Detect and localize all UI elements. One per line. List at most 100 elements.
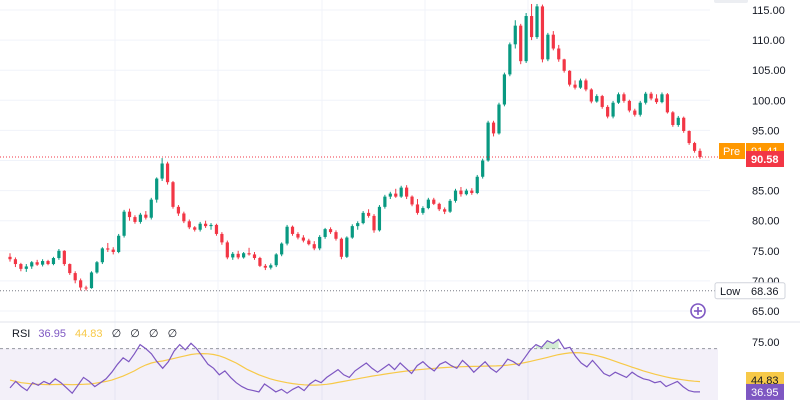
candle-body [611,102,615,117]
candle-body [606,106,610,117]
candle [73,271,77,284]
candle [252,252,257,260]
rsi-series [9,338,701,395]
candle [149,197,153,220]
candle [497,102,501,135]
candle [274,253,278,268]
candle-body [187,221,191,228]
candle-body [578,80,583,88]
candle [421,206,425,215]
rsi-legend[interactable]: RSI 36.95 44.83 ∅ ∅ ∅ ∅ [12,327,183,340]
candle-body [421,208,425,213]
candle-body [399,187,403,197]
candle-body [616,94,621,103]
candle [578,78,583,89]
candle-body [595,96,599,102]
candle [258,256,262,268]
candle-body [285,226,289,244]
candle [399,185,403,198]
candle [187,219,191,230]
candle-body [165,163,170,183]
candle-body [481,160,485,177]
candle-body [633,110,637,115]
candle [665,93,670,114]
candle-body [475,176,479,194]
candle-body [176,206,181,214]
candle-body [231,253,235,258]
candle-body [394,193,398,197]
low-price-label: 68.36 [751,286,779,298]
candle-body [508,44,512,75]
candle [89,271,94,289]
rsi-param-3: ∅ [148,328,159,340]
candle-body [437,203,441,210]
candle-body [388,193,392,197]
candle [84,285,88,291]
candle [383,194,387,209]
candle-body [676,117,680,125]
candle-body [209,224,213,227]
candle-body [100,248,104,263]
candle-body [280,243,284,255]
candle [13,257,18,268]
candle-body [296,233,300,238]
candle [415,199,420,215]
candle [57,248,61,260]
candle [198,221,202,232]
candle-body [89,272,94,289]
candle-body [95,262,99,273]
candle-body [644,93,648,103]
candle-body [464,190,468,195]
candle [551,31,555,51]
candle [334,230,338,241]
candle [51,256,56,266]
candle [654,94,659,104]
candle-body [600,96,604,107]
candle [443,207,447,215]
candle [394,188,398,198]
candle [46,259,50,266]
candle [535,3,539,39]
candle-body [111,249,115,253]
candle-body [551,34,555,49]
price-tick-label: 95.00 [752,125,780,137]
candle [377,205,382,232]
candle-body [448,200,452,212]
rsi-line [9,338,700,395]
candle-body [470,190,474,194]
price-axis[interactable]: 115.00110.00105.00100.0095.0090.0085.008… [752,5,786,349]
price-tick-label: 110.00 [752,35,785,47]
candle [30,261,34,269]
candle [437,202,441,212]
candle [280,242,284,257]
candle-body [19,264,23,269]
candle [144,211,148,220]
candle [453,188,458,203]
candle-body [622,94,626,101]
price-tick-label: 85.00 [752,186,780,198]
rsi-ma-line [9,351,701,386]
candle-body [182,213,186,222]
candle-body [486,122,490,161]
candle [165,161,170,185]
candle-body [377,206,382,231]
rsi-param-1: ∅ [111,328,122,340]
candle-body [35,262,39,265]
candle-body [247,253,251,255]
rsi-param-2: ∅ [130,328,140,340]
candle [160,158,164,181]
add-indicator-icon[interactable] [690,303,706,319]
candle-body [117,235,121,253]
candle [350,224,354,239]
candle-body [160,163,164,179]
candle [644,91,648,105]
candle-body [540,6,545,60]
candle-body [557,48,561,60]
candle-body [562,59,566,71]
candle-body [568,70,572,85]
candle [19,262,23,272]
candle [356,221,360,230]
candle-body [459,190,463,195]
candle [366,209,371,218]
